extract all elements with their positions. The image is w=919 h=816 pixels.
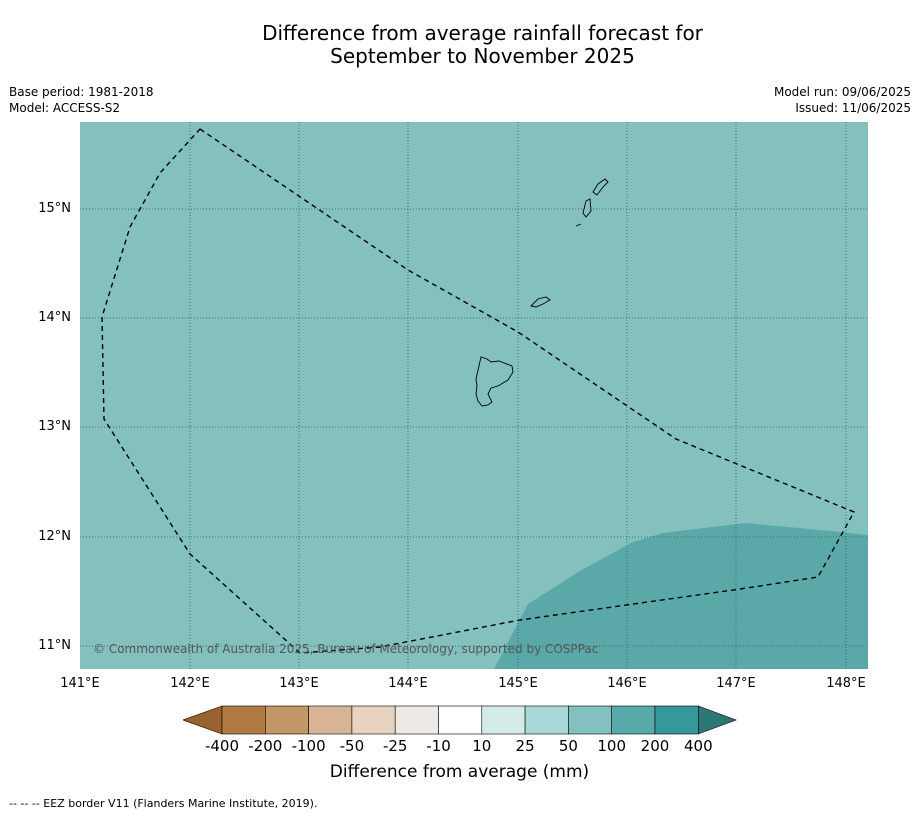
colorbar-tick-label: -400 bbox=[204, 737, 240, 755]
meta-left: Base period: 1981-2018 Model: ACCESS-S2 bbox=[9, 84, 154, 116]
colorbar-segment bbox=[438, 705, 483, 735]
gridlines bbox=[80, 122, 868, 669]
colorbar-segment bbox=[568, 705, 612, 735]
colorbar-extend-high bbox=[697, 705, 737, 735]
eez-border bbox=[101, 128, 855, 654]
lat-label: 15°N bbox=[38, 201, 71, 216]
lon-label: 146°E bbox=[607, 676, 647, 691]
forecast-map bbox=[80, 122, 868, 669]
colorbar-tick-label: 10 bbox=[472, 737, 492, 755]
model-run: Model run: 09/06/2025 bbox=[773, 85, 911, 99]
model-name: Model: ACCESS-S2 bbox=[9, 101, 121, 115]
meta-right: Model run: 09/06/2025 Issued: 11/06/2025 bbox=[774, 84, 911, 116]
lon-label: 142°E bbox=[170, 676, 210, 691]
colorbar bbox=[183, 705, 737, 735]
colorbar-segment bbox=[265, 705, 309, 735]
issued-date: Issued: 11/06/2025 bbox=[795, 101, 911, 115]
title-line-2: September to November 2025 bbox=[330, 44, 635, 68]
colorbar-tick-label: -25 bbox=[382, 737, 408, 755]
island-tinian bbox=[582, 198, 592, 218]
chart-title: Difference from average rainfall forecas… bbox=[0, 22, 919, 68]
colorbar-segment bbox=[351, 705, 396, 735]
island-guam bbox=[475, 356, 514, 407]
colorbar-segment bbox=[611, 705, 656, 735]
lon-label: 145°E bbox=[498, 676, 538, 691]
colorbar-tick-label: -200 bbox=[248, 737, 283, 755]
colorbar-tick-label: 25 bbox=[515, 737, 535, 755]
lon-label: 148°E bbox=[826, 676, 866, 691]
islands bbox=[475, 178, 609, 407]
colorbar-tick-label: -50 bbox=[339, 737, 365, 755]
lon-label: 144°E bbox=[388, 676, 428, 691]
higher-rainfall-region bbox=[494, 523, 868, 669]
lat-label: 12°N bbox=[38, 529, 71, 544]
footer-note: -- -- -- EEZ border V11 (Flanders Marine… bbox=[9, 797, 318, 810]
lon-label: 147°E bbox=[716, 676, 756, 691]
colorbar-segment bbox=[481, 705, 526, 735]
base-period: Base period: 1981-2018 bbox=[9, 85, 154, 99]
lon-label: 141°E bbox=[60, 676, 100, 691]
title-line-1: Difference from average rainfall forecas… bbox=[262, 21, 703, 45]
island-rota bbox=[530, 296, 551, 308]
lat-label: 13°N bbox=[38, 419, 71, 434]
copyright: © Commonwealth of Australia 2025, Bureau… bbox=[93, 642, 599, 656]
colorbar-tick-label: -10 bbox=[426, 737, 451, 755]
colorbar-label: Difference from average (mm) bbox=[329, 762, 590, 782]
colorbar-tick-label: 100 bbox=[597, 737, 627, 755]
colorbar-segment bbox=[221, 705, 266, 735]
colorbar-tick-label: 200 bbox=[640, 737, 670, 755]
lat-label: 11°N bbox=[38, 638, 71, 653]
colorbar-segment bbox=[308, 705, 353, 735]
colorbar-tick-label: 400 bbox=[683, 737, 713, 755]
colorbar-segment bbox=[394, 705, 439, 735]
colorbar-segment bbox=[654, 705, 699, 735]
colorbar-extend-low bbox=[183, 705, 223, 735]
colorbar-tick-label: -100 bbox=[291, 737, 326, 755]
colorbar-segment bbox=[524, 705, 569, 735]
colorbar-tick-label: 50 bbox=[558, 737, 578, 755]
island-aguijan bbox=[575, 223, 582, 227]
lat-label: 14°N bbox=[38, 310, 71, 325]
island-saipan bbox=[592, 178, 609, 196]
lon-label: 143°E bbox=[279, 676, 319, 691]
